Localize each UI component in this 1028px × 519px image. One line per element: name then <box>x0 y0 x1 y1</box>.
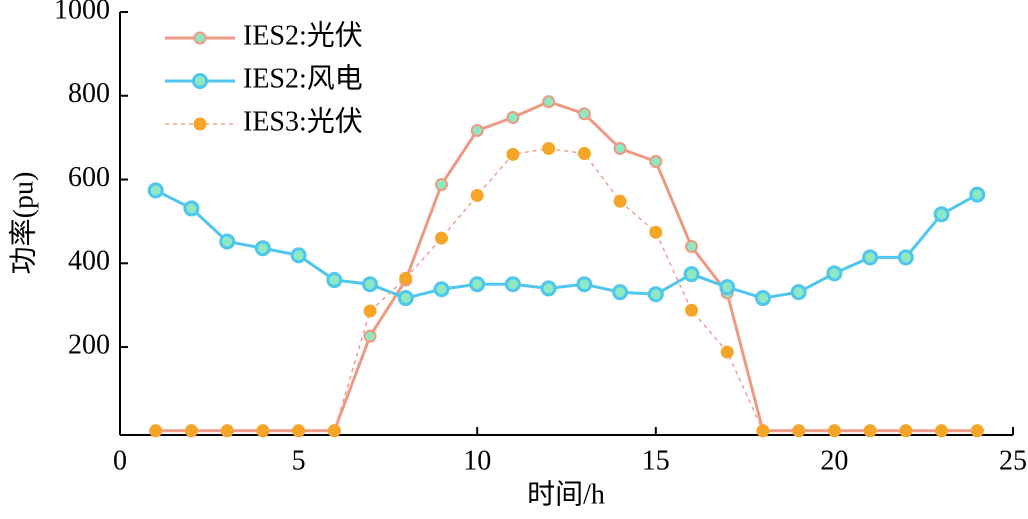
marker <box>192 73 208 89</box>
marker <box>326 272 343 289</box>
y-axis-label: 功率(pu) <box>7 172 39 275</box>
marker <box>826 265 843 282</box>
marker <box>969 186 986 203</box>
marker <box>649 225 663 239</box>
x-tick-label: 0 <box>113 445 127 476</box>
marker <box>506 147 520 161</box>
marker <box>577 147 591 161</box>
marker <box>576 276 593 293</box>
x-tick-label: 25 <box>999 445 1027 476</box>
marker <box>292 424 306 438</box>
marker <box>504 276 521 293</box>
y-tick-label: 1000 <box>54 0 110 25</box>
marker <box>149 424 163 438</box>
marker <box>685 303 699 317</box>
marker <box>193 31 207 45</box>
marker <box>756 424 770 438</box>
marker <box>542 142 556 156</box>
marker <box>256 424 270 438</box>
y-tick-label: 400 <box>68 246 110 277</box>
legend-label: IES2:光伏 <box>243 19 363 51</box>
x-axis-label: 时间/h <box>527 478 605 510</box>
x-tick-label: 10 <box>463 445 491 476</box>
marker <box>362 276 379 293</box>
legend-label: IES2:风电 <box>243 62 363 94</box>
marker <box>220 424 234 438</box>
legend-label: IES3:光伏 <box>243 105 363 137</box>
marker <box>935 424 949 438</box>
marker <box>613 142 627 156</box>
marker <box>613 194 627 208</box>
marker <box>719 279 736 296</box>
marker <box>862 249 879 266</box>
marker <box>754 290 771 307</box>
series-line <box>155 147 978 432</box>
marker <box>433 281 450 298</box>
marker <box>683 266 700 283</box>
marker <box>363 329 377 343</box>
marker <box>434 178 448 192</box>
marker <box>290 247 307 264</box>
marker <box>147 182 164 199</box>
marker <box>720 345 734 359</box>
marker <box>254 240 271 257</box>
series-line <box>155 189 979 300</box>
y-tick-label: 200 <box>68 329 110 360</box>
marker <box>434 231 448 245</box>
marker <box>363 304 377 318</box>
marker <box>685 240 699 254</box>
marker <box>612 284 629 301</box>
marker <box>863 424 877 438</box>
marker <box>399 271 413 285</box>
marker <box>219 233 236 250</box>
marker <box>970 424 984 438</box>
marker <box>899 424 913 438</box>
marker <box>542 95 556 109</box>
marker <box>897 249 914 266</box>
marker <box>327 424 341 438</box>
marker <box>193 117 207 131</box>
marker <box>790 284 807 301</box>
x-tick-label: 15 <box>642 445 670 476</box>
x-tick-label: 5 <box>292 445 306 476</box>
marker <box>827 424 841 438</box>
marker <box>933 206 950 223</box>
marker <box>183 200 200 217</box>
marker <box>649 155 663 169</box>
x-tick-label: 20 <box>820 445 848 476</box>
marker <box>184 424 198 438</box>
y-tick-label: 800 <box>68 78 110 109</box>
marker <box>470 188 484 202</box>
marker <box>469 276 486 293</box>
y-tick-label: 600 <box>68 162 110 193</box>
marker <box>577 107 591 121</box>
marker <box>647 286 664 303</box>
marker <box>792 424 806 438</box>
marker <box>397 290 414 307</box>
marker <box>506 111 520 125</box>
marker <box>470 124 484 138</box>
marker <box>540 280 557 297</box>
